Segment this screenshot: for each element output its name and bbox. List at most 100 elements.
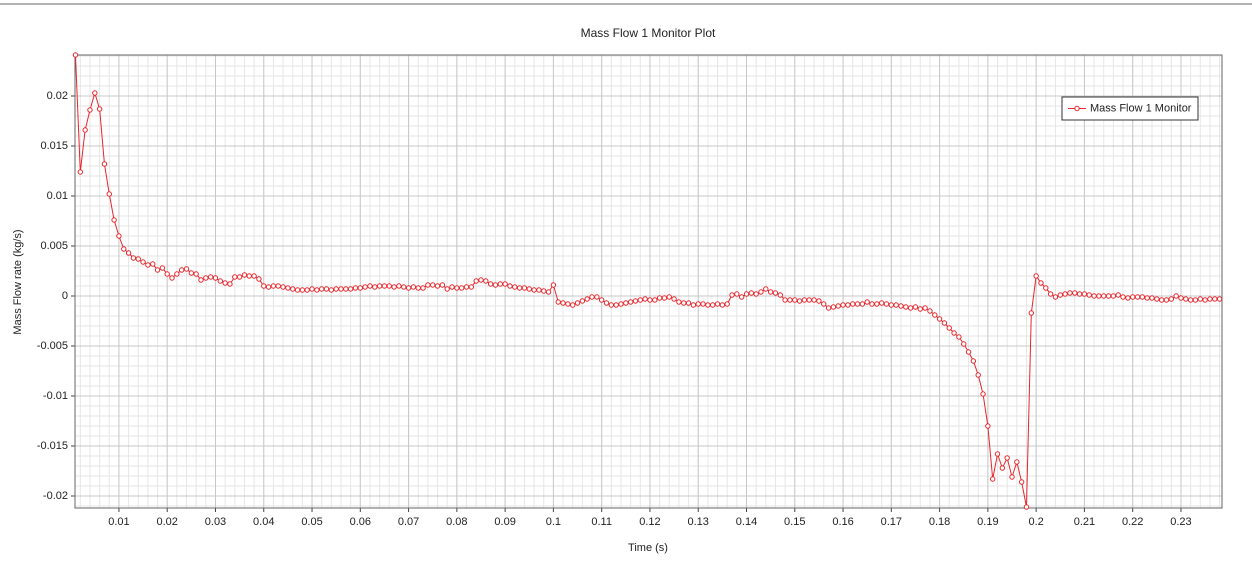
data-point	[246, 273, 252, 279]
data-point	[854, 301, 861, 307]
data-point	[458, 285, 465, 291]
data-point	[347, 286, 354, 292]
data-point	[1110, 293, 1117, 299]
data-point	[763, 286, 769, 292]
data-point	[1216, 296, 1223, 302]
data-point	[850, 301, 856, 307]
data-point	[685, 300, 692, 306]
x-tick-label: 0.13	[688, 516, 709, 528]
data-point	[106, 191, 112, 197]
data-point	[719, 302, 726, 308]
data-point	[1173, 293, 1179, 299]
data-point	[362, 284, 368, 290]
data-point	[314, 287, 320, 293]
data-point	[1067, 290, 1073, 296]
y-tick-label: 0.02	[47, 90, 68, 102]
data-point	[188, 270, 195, 276]
data-point	[1047, 291, 1054, 297]
data-point	[77, 169, 84, 175]
data-point	[1129, 294, 1136, 300]
x-tick-label: 0.18	[929, 516, 950, 528]
data-point	[497, 281, 503, 287]
data-point	[565, 301, 571, 307]
x-tick-label: 0.14	[736, 516, 757, 528]
legend-box	[1061, 96, 1199, 121]
data-point	[777, 292, 783, 298]
data-point	[594, 294, 600, 300]
x-tick-label: 0.04	[253, 516, 274, 528]
data-point	[111, 217, 117, 223]
data-point	[787, 297, 793, 303]
x-tick-label: 0.01	[108, 516, 129, 528]
data-point	[492, 282, 499, 288]
data-point	[1134, 294, 1141, 300]
data-point	[1178, 295, 1184, 301]
data-point	[1168, 296, 1175, 302]
data-point	[1091, 293, 1097, 299]
x-tick-label: 0.02	[156, 516, 177, 528]
data-point	[637, 297, 643, 303]
data-point	[140, 259, 146, 265]
data-point	[811, 297, 817, 303]
data-point	[681, 300, 687, 306]
data-point	[444, 286, 450, 292]
data-point	[912, 304, 919, 310]
data-point	[275, 283, 281, 289]
data-point	[130, 255, 137, 261]
x-tick-label: 0.21	[1074, 516, 1095, 528]
data-point	[367, 283, 373, 289]
data-point	[478, 277, 484, 283]
data-point	[941, 320, 948, 326]
data-point	[627, 299, 634, 305]
data-point	[951, 330, 957, 336]
x-tick-label: 0.22	[1122, 516, 1143, 528]
data-point	[555, 299, 561, 305]
data-point	[743, 291, 750, 297]
data-point	[502, 281, 508, 287]
data-point	[560, 300, 566, 306]
data-point	[507, 283, 513, 289]
data-point	[661, 295, 668, 301]
data-point	[290, 286, 296, 292]
data-point	[840, 302, 846, 308]
data-point	[878, 300, 885, 306]
data-point	[893, 302, 899, 308]
data-point	[483, 278, 489, 284]
data-point	[738, 294, 745, 300]
data-point	[217, 278, 224, 284]
data-point	[1052, 294, 1059, 300]
data-point	[724, 301, 730, 307]
y-tick-label: -0.02	[43, 490, 68, 502]
data-point	[989, 476, 996, 482]
data-point	[410, 284, 417, 290]
data-point	[299, 287, 306, 293]
data-point	[1212, 296, 1218, 302]
series-line	[74, 54, 1220, 508]
x-tick-label: 0.11	[591, 516, 612, 528]
data-point	[758, 289, 764, 295]
data-point	[333, 286, 339, 292]
data-point	[1197, 296, 1203, 302]
data-point	[1086, 292, 1092, 298]
data-point	[1057, 292, 1063, 298]
data-point	[1149, 295, 1155, 301]
data-point	[386, 283, 392, 289]
data-point	[357, 285, 364, 291]
data-point	[256, 276, 262, 282]
data-point	[463, 284, 470, 290]
data-point	[1105, 293, 1112, 299]
y-tick-label: -0.015	[37, 440, 68, 452]
data-point	[222, 280, 228, 286]
data-point	[434, 283, 441, 289]
data-point	[676, 299, 682, 305]
data-point	[212, 275, 219, 281]
data-point	[96, 106, 103, 112]
x-tick-label: 0.17	[881, 516, 902, 528]
data-point	[932, 312, 938, 318]
data-point	[401, 284, 407, 290]
data-point	[1009, 474, 1015, 480]
data-point	[1023, 504, 1030, 510]
data-point	[285, 285, 291, 291]
x-tick-label: 0.07	[398, 516, 419, 528]
data-point	[261, 283, 267, 289]
